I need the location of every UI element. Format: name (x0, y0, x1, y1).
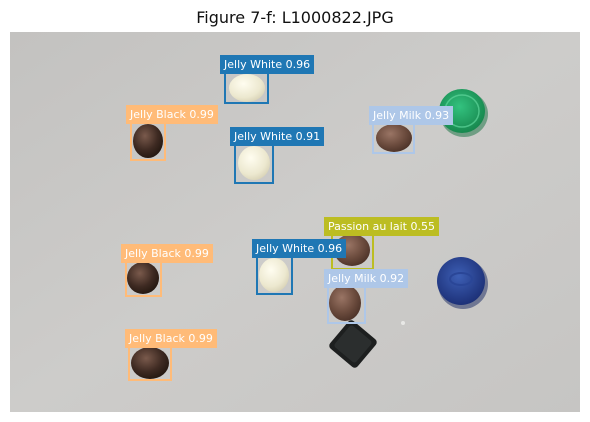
bbox-jelly-black-3 (128, 346, 172, 381)
label-jelly-milk-2: Jelly Milk 0.92 (324, 269, 409, 288)
label-jelly-black-1: Jelly Black 0.99 (126, 105, 218, 124)
bbox-jelly-white-2 (234, 144, 274, 184)
photo (10, 32, 580, 412)
label-jelly-milk-1: Jelly Milk 0.93 (369, 106, 454, 125)
label-passion-au-lait: Passion au lait 0.55 (324, 217, 439, 236)
bbox-jelly-white-3 (256, 256, 293, 295)
label-jelly-white-1: Jelly White 0.96 (220, 55, 315, 74)
label-jelly-black-3: Jelly Black 0.99 (125, 329, 217, 348)
label-jelly-white-3: Jelly White 0.96 (252, 239, 347, 258)
bbox-jelly-milk-1 (372, 122, 415, 154)
bbox-jelly-black-1 (130, 122, 166, 161)
label-jelly-white-2: Jelly White 0.91 (230, 127, 325, 146)
label-jelly-black-2: Jelly Black 0.99 (121, 244, 213, 263)
photo-scene (10, 32, 580, 412)
bbox-jelly-milk-2 (327, 285, 366, 324)
bbox-jelly-white-1 (224, 71, 269, 104)
bbox-jelly-black-2 (125, 260, 162, 297)
figure-title: Figure 7-f: L1000822.JPG (196, 8, 394, 27)
